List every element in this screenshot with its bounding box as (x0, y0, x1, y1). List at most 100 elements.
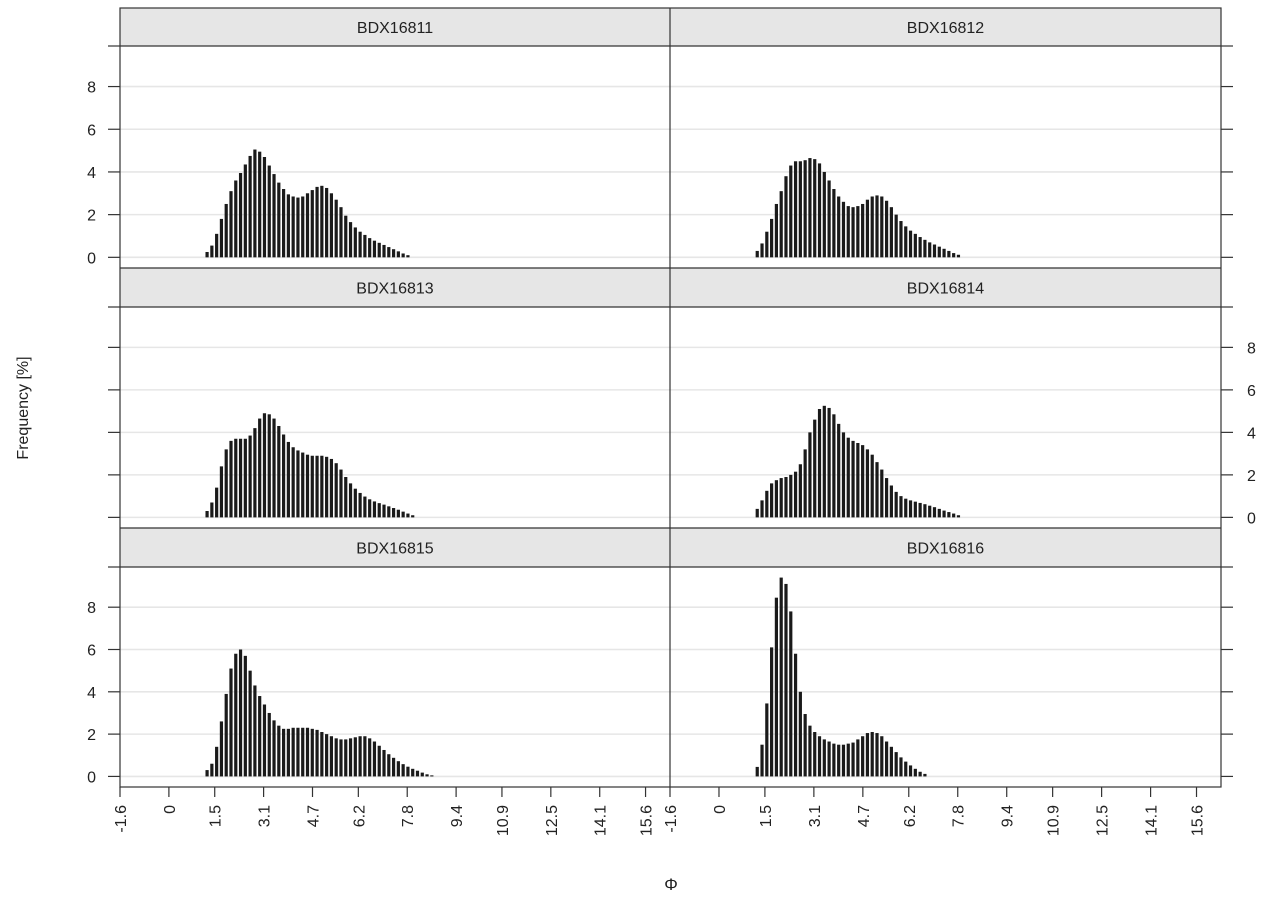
bar (224, 203, 228, 258)
y-tick-label: 6 (87, 122, 96, 139)
bar (779, 478, 783, 518)
bar (755, 508, 759, 518)
bar (248, 155, 252, 258)
bar (870, 732, 874, 777)
bar (770, 483, 774, 518)
bar (765, 231, 769, 258)
bar (320, 455, 324, 518)
bar (947, 250, 951, 258)
bar (952, 513, 956, 518)
bar (894, 214, 898, 258)
x-tick-label: 15.6 (639, 805, 656, 836)
bar (420, 772, 424, 777)
bar (391, 249, 396, 258)
bar (861, 736, 865, 777)
bar (894, 752, 898, 777)
bar (765, 490, 769, 518)
y-axis-label: Frequency [%] (15, 356, 32, 459)
bar (301, 727, 305, 777)
bar (904, 226, 908, 258)
bar (291, 727, 295, 777)
bar (832, 414, 836, 518)
bar (406, 513, 410, 518)
bar (411, 768, 415, 777)
bar (779, 191, 783, 258)
bar (808, 158, 812, 258)
bar (870, 454, 874, 518)
panel-title: BDX16812 (907, 20, 984, 37)
bar (774, 597, 779, 777)
bar (937, 246, 941, 258)
x-tick-label: 14.1 (593, 805, 610, 836)
bar (372, 501, 377, 518)
bar (918, 771, 922, 777)
bar (798, 691, 802, 777)
bar (267, 414, 271, 518)
bar (937, 508, 941, 518)
y-tick-label: 4 (1247, 425, 1256, 442)
bar (296, 197, 300, 258)
bar (841, 432, 846, 518)
bar (329, 193, 334, 258)
bar (325, 734, 329, 777)
bar (401, 253, 405, 258)
bar (856, 206, 860, 258)
bar (889, 485, 893, 518)
bar (789, 474, 793, 518)
bar (430, 775, 434, 777)
x-tick-label: 12.5 (544, 805, 561, 836)
x-tick-label: 9.4 (449, 805, 466, 827)
bar (372, 741, 377, 777)
bar (932, 507, 937, 518)
bar (368, 738, 372, 777)
bar (784, 583, 788, 777)
bar (291, 196, 295, 258)
bar (822, 739, 826, 777)
x-tick-label: 12.5 (1095, 805, 1112, 836)
bar (243, 438, 247, 518)
bar (243, 164, 247, 258)
bar (243, 655, 247, 777)
bar (808, 725, 812, 777)
bar (889, 207, 893, 258)
bar (952, 253, 956, 258)
bar (415, 770, 420, 777)
bar (928, 242, 932, 258)
bar (865, 199, 870, 258)
bar (348, 738, 353, 777)
bar (272, 174, 276, 258)
bar (339, 207, 343, 258)
x-tick-label: 10.9 (1046, 805, 1063, 836)
bar (224, 693, 228, 777)
bar (363, 736, 367, 777)
bar (229, 191, 233, 258)
bar (310, 455, 314, 518)
bar (339, 739, 343, 777)
bar (822, 405, 826, 518)
bar (880, 736, 884, 777)
bar (406, 255, 410, 258)
bar (334, 199, 338, 258)
bar (205, 770, 209, 777)
bar (880, 469, 884, 518)
bar (205, 511, 209, 518)
bar (310, 190, 314, 258)
bar (377, 745, 381, 777)
bar (363, 496, 367, 518)
bar (262, 157, 267, 258)
bar (798, 464, 802, 518)
y-tick-label: 4 (87, 165, 96, 182)
bar (219, 218, 224, 258)
y-tick-label: 2 (87, 727, 96, 744)
bar (904, 498, 908, 518)
x-tick-label: 1.5 (758, 805, 775, 827)
bar (310, 728, 314, 777)
bar (755, 766, 759, 777)
bar (908, 765, 913, 777)
bar (875, 462, 879, 518)
bar (267, 712, 271, 777)
y-tick-label: 4 (87, 685, 96, 702)
bar (774, 203, 779, 258)
x-tick-label: 1.5 (208, 805, 225, 827)
bar (305, 193, 310, 258)
